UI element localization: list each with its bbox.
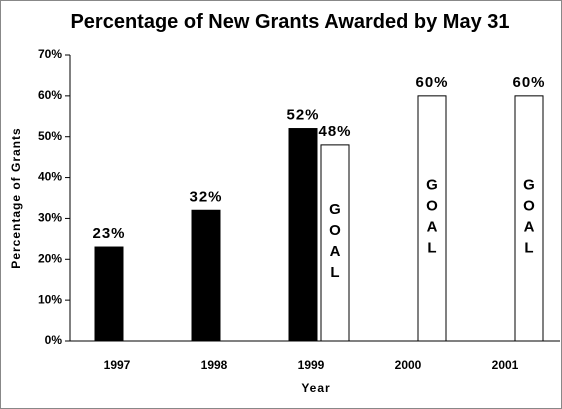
y-axis-label: Percentage of Grants xyxy=(9,127,23,268)
x-tick-label: 2001 xyxy=(492,358,519,372)
data-label: 32% xyxy=(189,188,222,205)
bar-series-name: GOAL xyxy=(327,201,344,285)
bar xyxy=(514,95,544,342)
x-tick-label: 1999 xyxy=(298,358,325,372)
bar xyxy=(94,246,124,342)
data-label: 23% xyxy=(92,225,125,242)
y-tick-label: 0% xyxy=(45,333,63,347)
data-label: 52% xyxy=(286,107,319,124)
y-tick-label: 20% xyxy=(38,251,62,265)
x-tick-label: 1998 xyxy=(201,358,228,372)
bar-series-name: GOAL xyxy=(521,176,538,260)
x-tick-label: 2000 xyxy=(395,358,422,372)
bar xyxy=(191,209,221,342)
data-label: 60% xyxy=(512,74,545,91)
x-tick-label: 1997 xyxy=(104,358,131,372)
chart-title: Percentage of New Grants Awarded by May … xyxy=(70,11,509,33)
y-tick-label: 50% xyxy=(38,129,62,143)
bar xyxy=(417,95,447,342)
bar xyxy=(320,144,350,342)
x-axis-label: Year xyxy=(301,381,330,395)
bar-series-name: GOAL xyxy=(424,176,441,260)
data-label: 60% xyxy=(415,74,448,91)
y-tick-label: 10% xyxy=(38,292,62,306)
y-tick-label: 40% xyxy=(38,170,62,184)
y-tick-label: 30% xyxy=(38,211,62,225)
y-tick-label: 70% xyxy=(38,47,62,61)
y-tick-label: 60% xyxy=(38,88,62,102)
bar xyxy=(288,128,318,342)
data-label: 48% xyxy=(318,123,351,140)
